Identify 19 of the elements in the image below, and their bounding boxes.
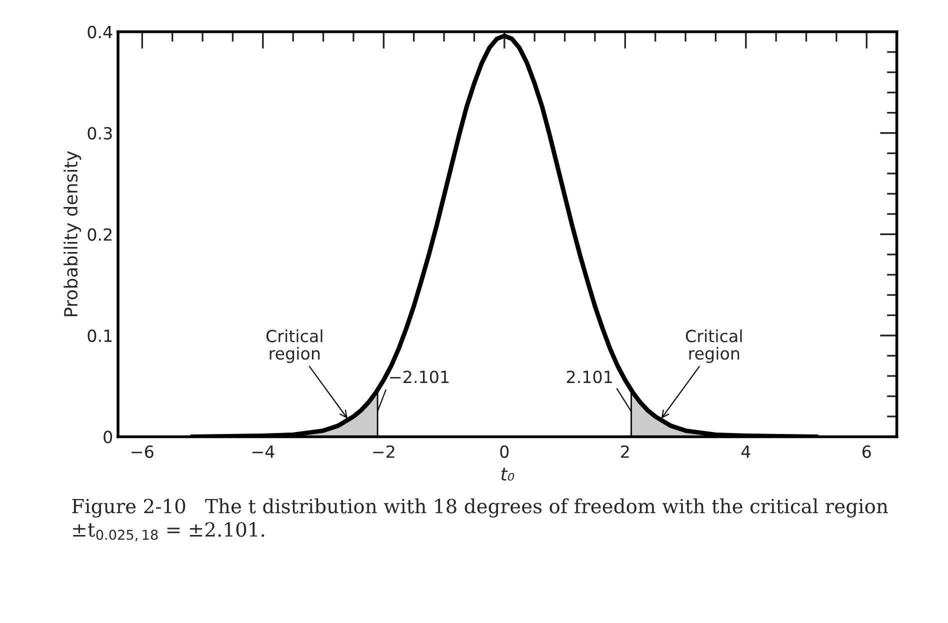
- annotation: Critical region: [686, 329, 742, 363]
- annotation: −2.101: [390, 370, 449, 384]
- annotation: Critical region: [266, 329, 322, 363]
- x-tick-label: −2: [373, 445, 394, 458]
- x-tick-label: 4: [741, 446, 750, 458]
- x-axis-title: t₀: [501, 468, 514, 481]
- x-tick-label: −6: [132, 445, 154, 458]
- x-tick-label: 0: [500, 445, 509, 458]
- caption: Figure 2-10 The t distribution with 18 degrees of freedom with the critical region ±t$_{0.025,18}$ = ±2.101.: [72, 498, 888, 542]
- y-tick-label: 0.2: [88, 228, 112, 241]
- y-tick-label: 0.3: [88, 126, 112, 140]
- x-tick-label: 6: [862, 445, 871, 458]
- y-axis-title: Probability density: [64, 151, 82, 316]
- y-tick-label: 0.4: [88, 26, 112, 38]
- x-tick-label: 2: [621, 445, 629, 458]
- annotation: 2.101: [566, 370, 612, 384]
- x-tick-label: −4: [252, 446, 274, 458]
- y-tick-label: 0.1: [88, 329, 112, 342]
- y-tick-label: 0: [104, 430, 112, 444]
